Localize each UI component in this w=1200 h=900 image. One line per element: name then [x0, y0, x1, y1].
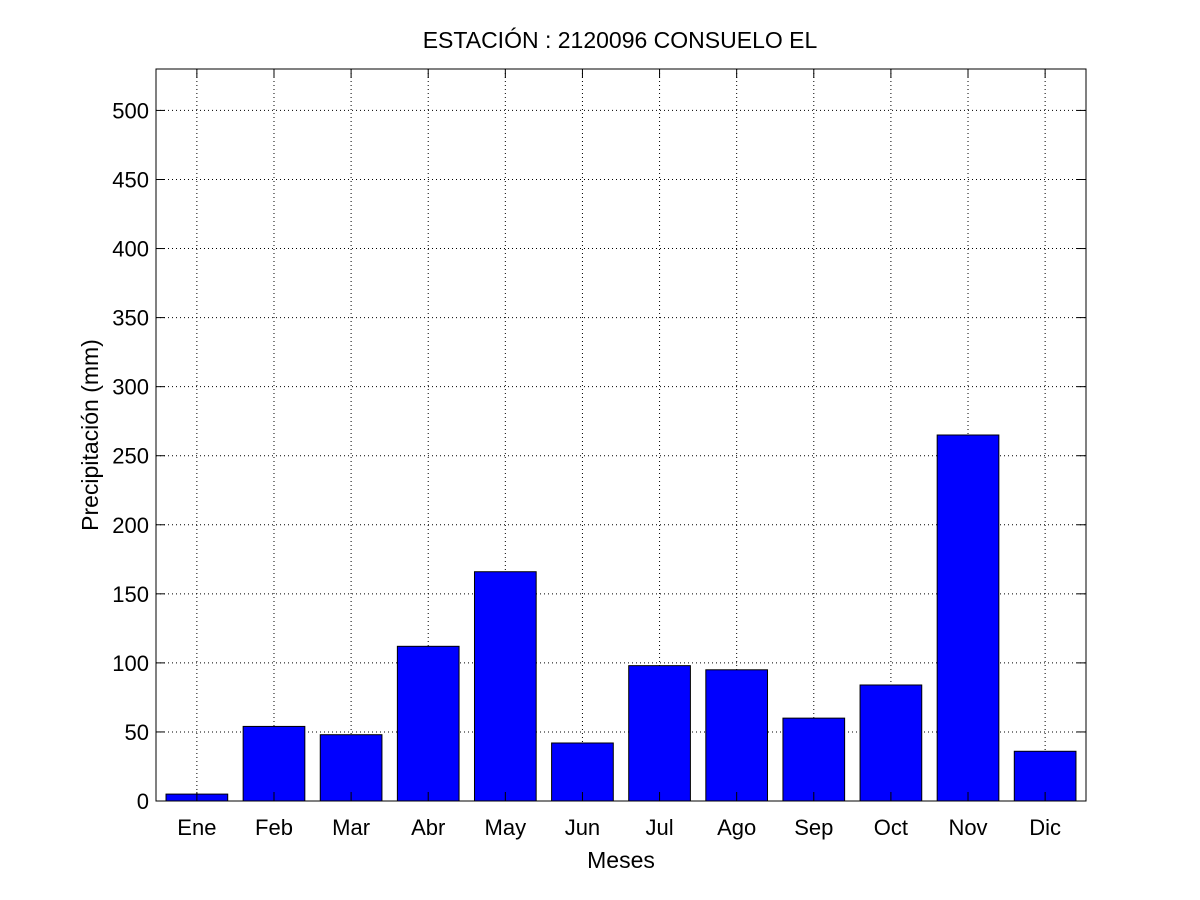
- bars: [165, 434, 1077, 802]
- y-tick-label: 300: [112, 375, 149, 400]
- x-tick-label: Nov: [948, 815, 987, 840]
- x-tick-label: May: [485, 815, 527, 840]
- bar-sep: [782, 717, 846, 802]
- y-tick-label: 200: [112, 513, 149, 538]
- x-tick-label: Jul: [645, 815, 673, 840]
- y-ticks: 0 50 100 150 200 250 300 350 400 450 500: [112, 98, 1086, 814]
- bar-mar: [319, 734, 383, 802]
- x-tick-label: Mar: [332, 815, 370, 840]
- chart-title: ESTACIÓN : 2120096 CONSUELO EL: [423, 27, 818, 53]
- bar-nov: [936, 434, 1000, 802]
- y-tick-label: 50: [125, 720, 149, 745]
- y-tick-label: 500: [112, 98, 149, 123]
- x-tick-label: Ago: [717, 815, 756, 840]
- y-tick-label: 150: [112, 582, 149, 607]
- x-tick-label: Abr: [411, 815, 445, 840]
- y-tick-label: 450: [112, 167, 149, 192]
- y-tick-label: 400: [112, 237, 149, 262]
- x-tick-label: Oct: [874, 815, 908, 840]
- x-axis-label: Meses: [587, 847, 655, 873]
- x-tick-label: Jun: [565, 815, 600, 840]
- x-tick-label: Sep: [794, 815, 833, 840]
- y-grid: [156, 109, 1086, 733]
- y-tick-label: 100: [112, 651, 149, 676]
- y-axis-label: Precipitación (mm): [77, 339, 103, 531]
- x-tick-label: Dic: [1029, 815, 1061, 840]
- y-tick-label: 0: [137, 789, 149, 814]
- plot-frame: [155, 68, 1087, 802]
- bar-may: [473, 571, 537, 802]
- y-tick-label: 350: [112, 306, 149, 331]
- x-tick-label: Ene: [177, 815, 216, 840]
- x-ticks: Ene Feb Mar Abr May Jun Jul Ago Sep Oct Nov Dic: [177, 69, 1061, 840]
- x-tick-label: Feb: [255, 815, 293, 840]
- bar-ago: [705, 669, 769, 802]
- bar-oct: [859, 684, 923, 802]
- bar-jun: [551, 742, 614, 802]
- bar-feb: [242, 725, 306, 802]
- bar-jul: [628, 665, 691, 802]
- y-tick-label: 250: [112, 444, 149, 469]
- bar-abr: [396, 645, 460, 802]
